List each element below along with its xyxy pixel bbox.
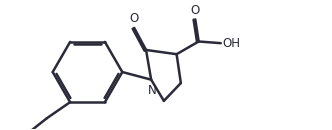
Text: O: O: [191, 4, 200, 17]
Text: O: O: [129, 12, 139, 25]
Text: OH: OH: [222, 37, 240, 50]
Text: N: N: [148, 84, 156, 97]
